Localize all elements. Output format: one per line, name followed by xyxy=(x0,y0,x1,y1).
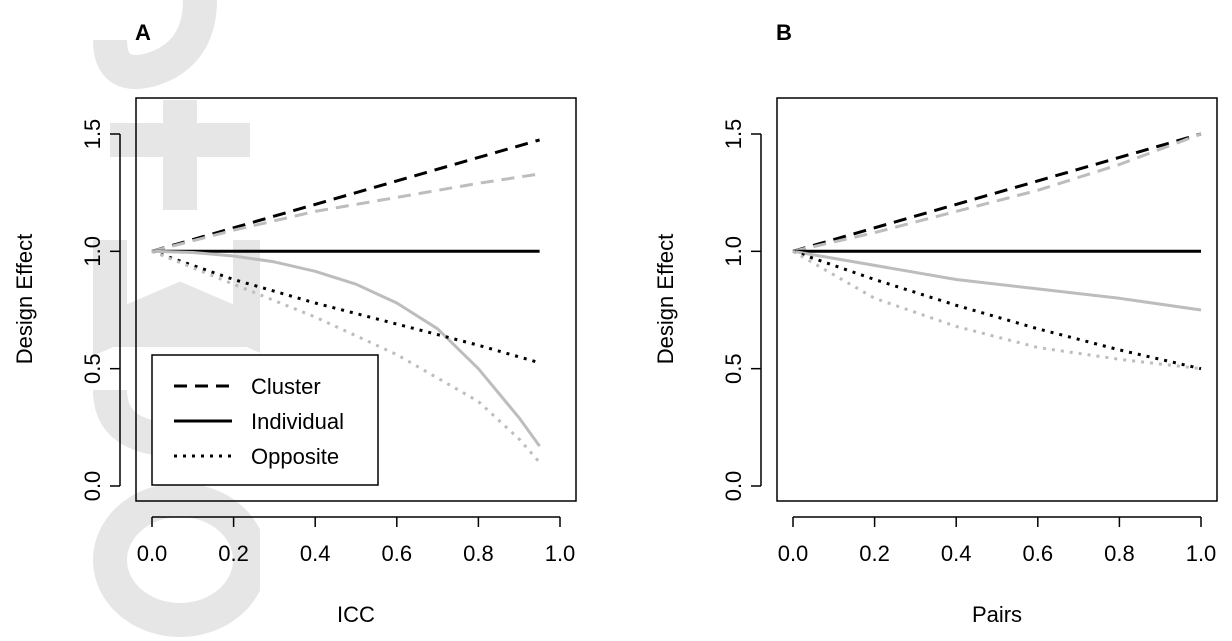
series-line-grey-dashed xyxy=(792,132,1202,253)
panel-label-b: B xyxy=(776,20,792,45)
series-b xyxy=(792,132,1202,371)
y-tick-label: 1.0 xyxy=(721,236,746,267)
plot-frame-a xyxy=(135,97,577,502)
legend-label-opposite: Opposite xyxy=(251,444,339,469)
series-line-grey-solid xyxy=(792,249,1202,312)
series-line-grey-dotted xyxy=(151,249,541,464)
x-tick-label: 1.0 xyxy=(1186,541,1217,566)
series-line-grey-dotted xyxy=(792,250,1202,371)
x-tick-label: 0.8 xyxy=(463,541,494,566)
y-tick-label: 0.0 xyxy=(80,471,105,502)
ticks-a: 0.0 0.2 0.4 0.6 0.8 1.0 0.0 0.5 1.0 1.5 xyxy=(80,119,575,566)
x-tick-label: 0.4 xyxy=(941,541,972,566)
y-axis-title-a: Design Effect xyxy=(12,234,37,364)
series-line-grey-dashed xyxy=(151,172,540,253)
x-tick-label: 0.6 xyxy=(1023,541,1054,566)
x-tick-label: 0.0 xyxy=(137,541,168,566)
y-tick-label: 0.5 xyxy=(80,353,105,384)
y-tick-label: 1.5 xyxy=(721,119,746,150)
series-a xyxy=(151,138,541,464)
series-line-black-dashed xyxy=(151,138,541,253)
series-line-black-dashed xyxy=(792,132,1202,253)
x-axis-title-b: Pairs xyxy=(972,602,1022,627)
y-tick-label: 1.5 xyxy=(80,119,105,150)
y-tick-label: 1.0 xyxy=(80,236,105,267)
x-tick-label: 0.0 xyxy=(778,541,809,566)
legend-label-individual: Individual xyxy=(251,409,344,434)
plot-panel-b: 0.0 0.2 0.4 0.6 0.8 1.0 0.0 0.5 1.0 1.5 Pairs Des… xyxy=(653,97,1218,627)
panel-label-a: A xyxy=(135,20,151,45)
x-axis-title-a: ICC xyxy=(337,602,375,627)
y-axis-title-b: Design Effect xyxy=(653,234,678,364)
plot-frame-b xyxy=(776,97,1218,502)
y-tick-label: 0.5 xyxy=(721,353,746,384)
x-tick-label: 0.2 xyxy=(218,541,249,566)
x-tick-label: 0.2 xyxy=(859,541,890,566)
x-tick-label: 0.6 xyxy=(382,541,413,566)
x-tick-label: 1.0 xyxy=(545,541,576,566)
plot-panel-a: 0.0 0.2 0.4 0.6 0.8 1.0 0.0 0.5 1.0 1.5 ICC Desig… xyxy=(12,97,577,627)
series-line-black-dotted xyxy=(792,249,1202,371)
series-line-grey-solid xyxy=(151,249,541,447)
legend-label-cluster: Cluster xyxy=(251,374,321,399)
ticks-b: 0.0 0.2 0.4 0.6 0.8 1.0 0.0 0.5 1.0 1.5 xyxy=(721,119,1216,566)
series-line-black-dotted xyxy=(151,249,541,365)
x-tick-label: 0.4 xyxy=(300,541,331,566)
x-tick-label: 0.8 xyxy=(1104,541,1135,566)
legend: Cluster Individual Opposite xyxy=(151,354,379,486)
y-tick-label: 0.0 xyxy=(721,471,746,502)
